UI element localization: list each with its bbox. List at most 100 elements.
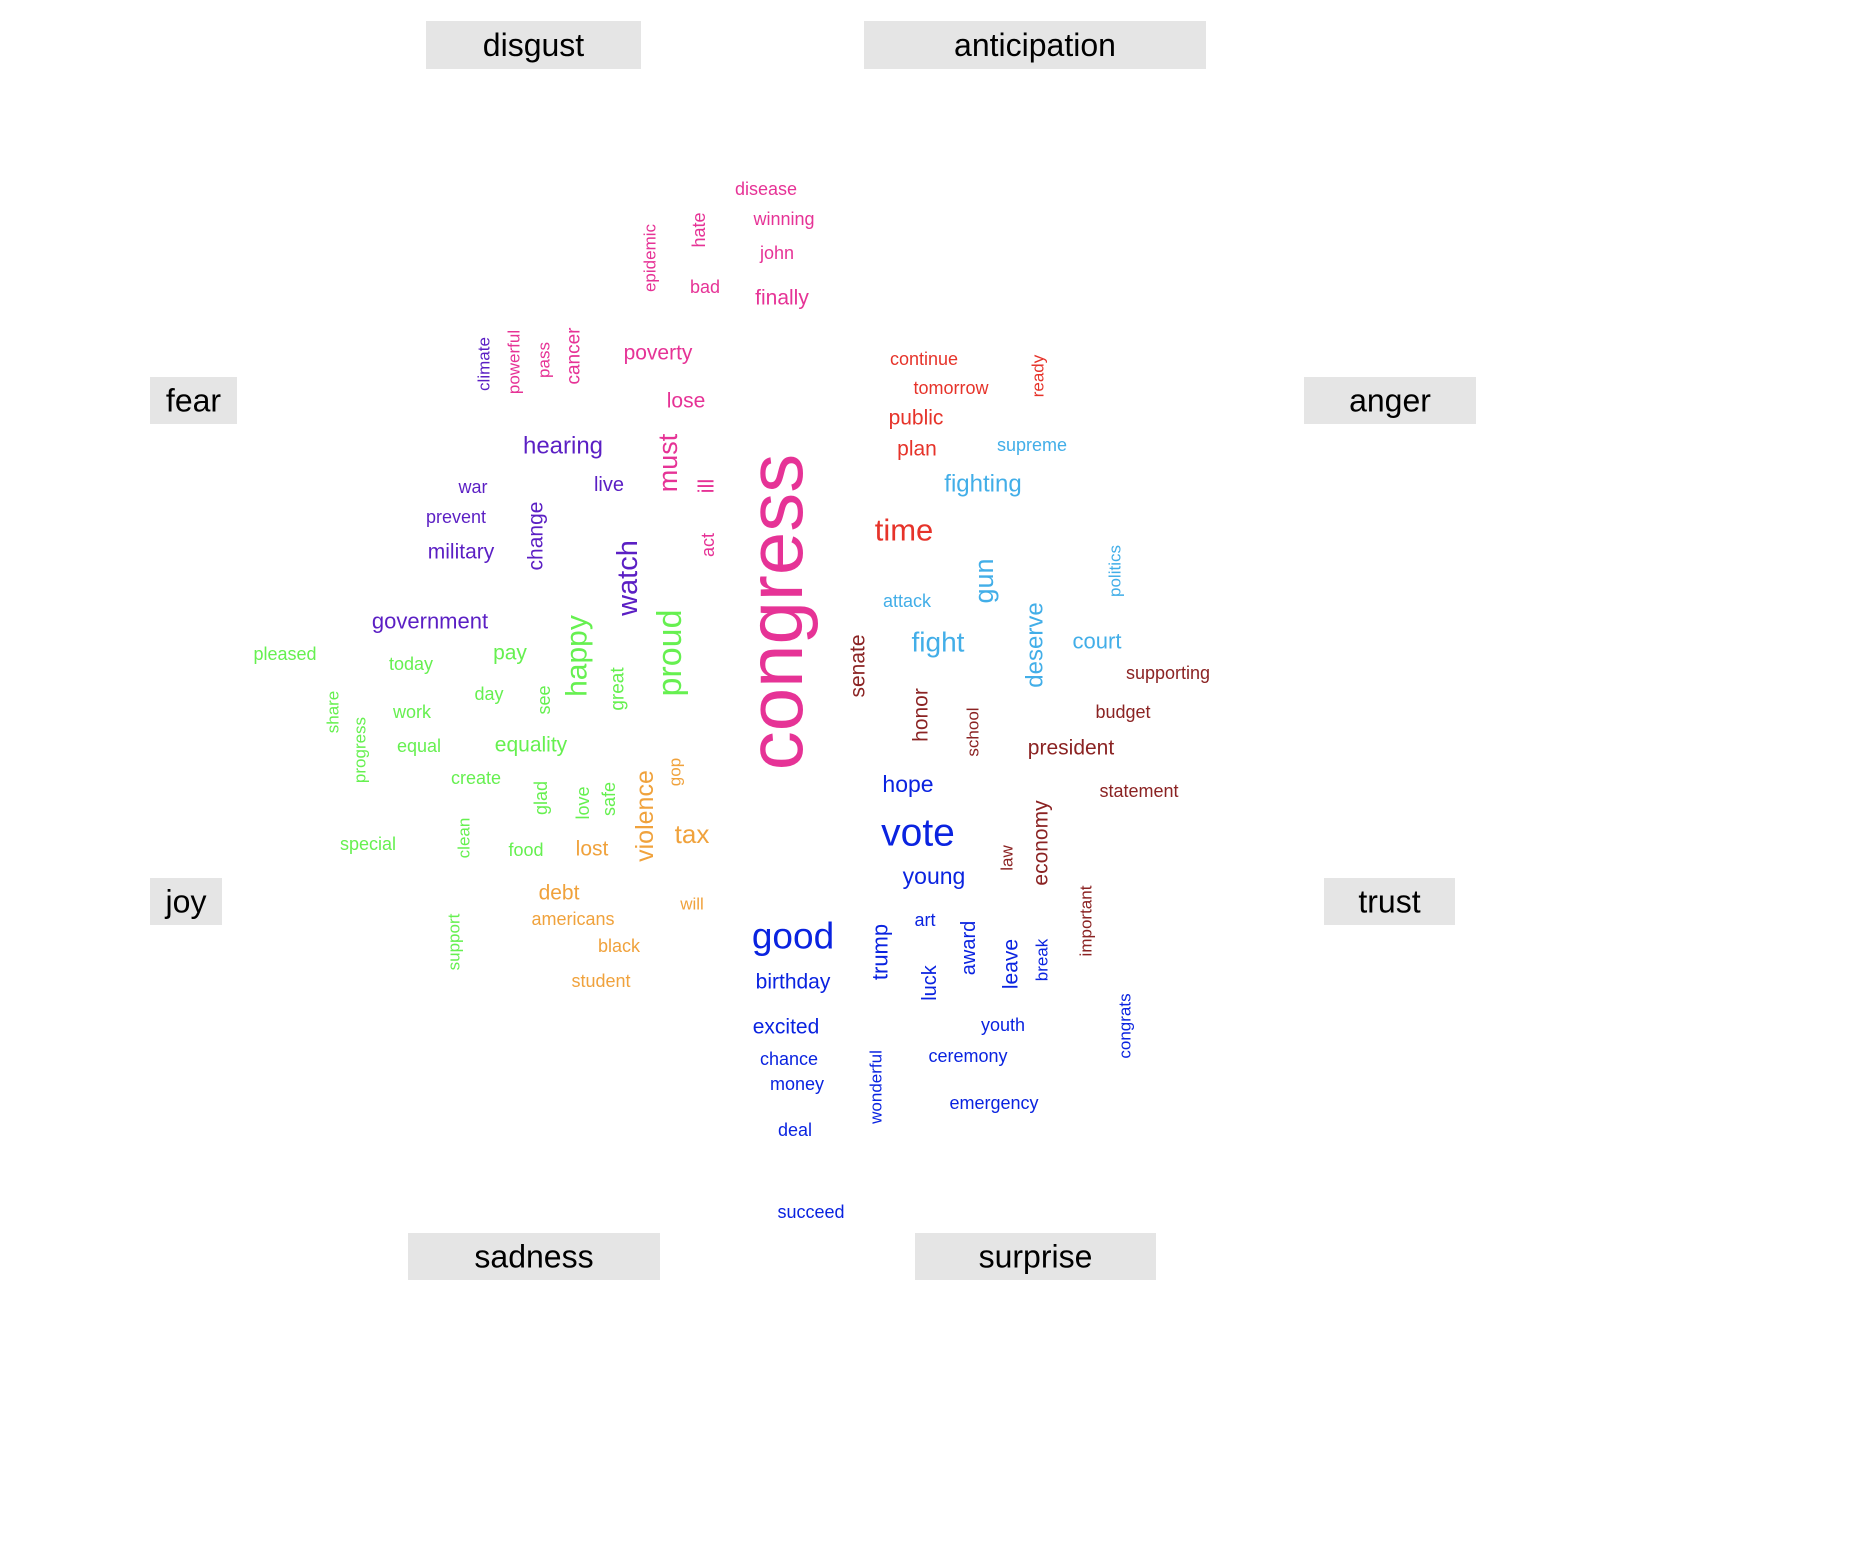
word-day: day: [474, 684, 503, 704]
word-pleased: pleased: [253, 644, 316, 664]
word-disease: disease: [735, 179, 797, 199]
word-epidemic: epidemic: [641, 223, 660, 292]
word-hope: hope: [882, 771, 933, 797]
word-award: award: [958, 921, 980, 975]
word-emergency: emergency: [949, 1093, 1038, 1113]
word-court: court: [1073, 629, 1122, 654]
word-luck: luck: [919, 964, 941, 1001]
category-box-joy: [150, 878, 222, 925]
word-succeed: succeed: [777, 1202, 844, 1222]
word-safe: safe: [599, 782, 619, 816]
word-law: law: [998, 845, 1017, 871]
category-label-anticipation: anticipation: [864, 21, 1206, 69]
word-excited: excited: [753, 1016, 820, 1039]
word-military: military: [428, 541, 495, 564]
word-tomorrow: tomorrow: [913, 378, 989, 398]
word-prevent: prevent: [426, 507, 486, 527]
category-text-anticipation: anticipation: [954, 27, 1116, 63]
word-wonderful: wonderful: [867, 1050, 886, 1125]
word-bad: bad: [690, 277, 720, 297]
word-poverty: poverty: [624, 342, 693, 365]
word-share: share: [324, 691, 343, 734]
word-time: time: [875, 513, 934, 548]
word-art: art: [914, 910, 935, 930]
word-deserve: deserve: [1022, 602, 1049, 687]
word-americans: americans: [531, 909, 614, 929]
word-lose: lose: [667, 390, 706, 413]
category-text-disgust: disgust: [483, 27, 585, 63]
category-text-fear: fear: [166, 383, 221, 419]
word-cancer: cancer: [564, 327, 585, 385]
word-fight: fight: [912, 627, 965, 658]
word-student: student: [571, 971, 630, 991]
word-great: great: [608, 667, 629, 711]
word-youth: youth: [981, 1015, 1025, 1035]
word-supreme: supreme: [997, 435, 1067, 455]
word-finally: finally: [755, 287, 809, 310]
word-young: young: [903, 863, 966, 889]
word-ready: ready: [1029, 354, 1048, 397]
word-congress: congress: [731, 454, 819, 771]
word-money: money: [770, 1074, 824, 1094]
word-important: important: [1077, 885, 1096, 956]
word-special: special: [340, 834, 396, 854]
word-proud: proud: [651, 610, 689, 697]
category-text-joy: joy: [165, 884, 207, 920]
word-glad: glad: [531, 781, 551, 815]
word-food: food: [508, 840, 543, 860]
category-box-disgust: [426, 21, 641, 69]
word-happy: happy: [561, 615, 594, 697]
word-act: act: [698, 533, 718, 557]
word-supporting: supporting: [1126, 663, 1210, 683]
word-debt: debt: [539, 882, 580, 905]
word-gop: gop: [666, 758, 685, 786]
word-watch: watch: [612, 540, 644, 617]
word-see: see: [534, 685, 554, 714]
word-good: good: [752, 916, 834, 957]
word-clean: clean: [455, 818, 474, 859]
category-box-surprise: [915, 1233, 1156, 1280]
word-trump: trump: [868, 924, 893, 980]
category-label-joy: joy: [150, 878, 222, 925]
word-public: public: [889, 407, 944, 430]
word-gun: gun: [969, 558, 999, 603]
word-live: live: [594, 474, 624, 496]
category-text-surprise: surprise: [979, 1239, 1093, 1275]
word-honor: honor: [910, 688, 933, 742]
word-support: support: [445, 913, 464, 970]
word-john: john: [759, 243, 794, 263]
word-statement: statement: [1099, 781, 1178, 801]
word-attack: attack: [883, 591, 932, 611]
word-deal: deal: [778, 1120, 812, 1140]
category-text-anger: anger: [1349, 383, 1431, 419]
category-box-sadness: [408, 1233, 660, 1280]
word-war: war: [457, 477, 487, 497]
category-label-surprise: surprise: [915, 1233, 1156, 1280]
word-lost: lost: [576, 838, 609, 861]
word-powerful: powerful: [505, 330, 524, 394]
word-pass: pass: [535, 342, 554, 378]
word-chance: chance: [760, 1049, 818, 1069]
word-leave: leave: [1000, 939, 1023, 989]
word-congrats: congrats: [1116, 993, 1135, 1058]
word-hearing: hearing: [523, 433, 603, 460]
word-equality: equality: [495, 734, 568, 757]
word-must: must: [653, 433, 683, 492]
word-continue: continue: [890, 349, 958, 369]
word-change: change: [525, 502, 548, 571]
word-equal: equal: [397, 736, 441, 756]
word-birthday: birthday: [756, 971, 831, 994]
word-will: will: [679, 895, 704, 914]
word-hate: hate: [689, 212, 709, 247]
word-today: today: [389, 654, 433, 674]
word-violence: violence: [631, 770, 659, 862]
word-break: break: [1033, 938, 1052, 981]
word-climate: climate: [475, 337, 494, 391]
word-ceremony: ceremony: [928, 1046, 1007, 1066]
word-ill: ill: [694, 479, 719, 494]
word-fighting: fighting: [944, 471, 1021, 498]
category-text-sadness: sadness: [474, 1239, 593, 1275]
category-box-anticipation: [864, 21, 1206, 69]
category-box-anger: [1304, 377, 1476, 424]
